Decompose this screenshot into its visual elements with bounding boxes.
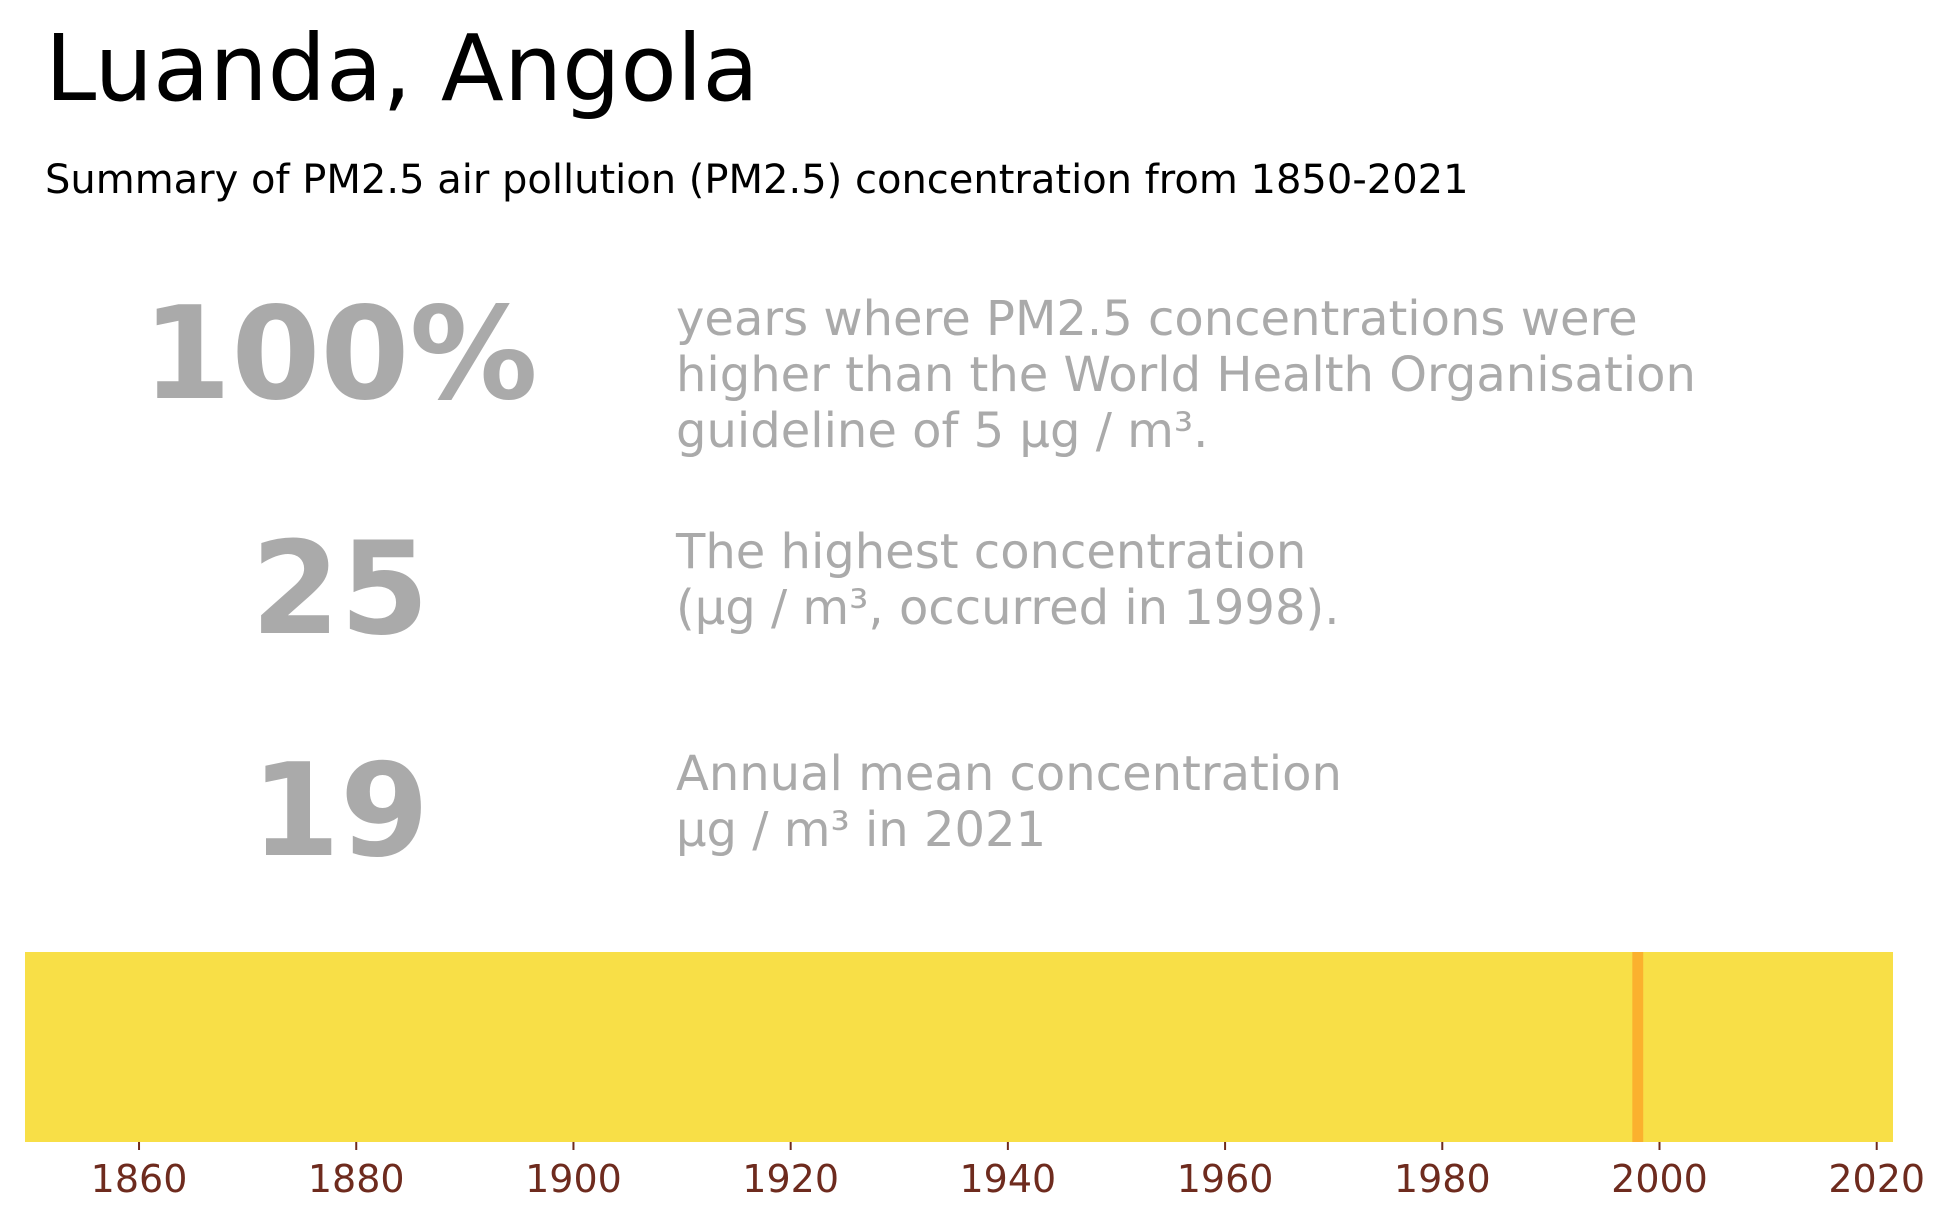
- stat-exceedance-value: 100%: [142, 280, 538, 429]
- stat-annual-mean-value: 19: [250, 737, 430, 886]
- x-axis: 1860 1880 1900 1920 1940 1960 1980 2000 2020: [91, 1142, 1925, 1201]
- x-tick-label: 2020: [1828, 1157, 1925, 1201]
- x-tick-label: 2000: [1611, 1157, 1708, 1201]
- stat-highest-value: 25: [250, 515, 430, 664]
- x-tick-label: 1960: [1177, 1157, 1274, 1201]
- x-tick-label: 1860: [91, 1157, 188, 1201]
- stripe-group: [25, 952, 1893, 1142]
- page-subtitle: Summary of PM2.5 air pollution (PM2.5) c…: [45, 157, 1469, 203]
- stripe-year-1998: [1632, 952, 1644, 1142]
- stat-exceedance-description: years where PM2.5 concentrations were hi…: [676, 291, 1696, 459]
- x-tick-label: 1900: [525, 1157, 622, 1201]
- stripe-base-years: [25, 952, 1893, 1142]
- stat-annual-mean-description: Annual mean concentration μg / m³ in 202…: [676, 746, 1342, 858]
- x-tick-label: 1940: [960, 1157, 1057, 1201]
- x-tick-label: 1920: [742, 1157, 839, 1201]
- x-tick-label: 1880: [308, 1157, 405, 1201]
- page-title: Luanda, Angola: [45, 15, 759, 122]
- x-tick-label: 1980: [1394, 1157, 1491, 1201]
- stat-highest-description: The highest concentration (μg / m³, occu…: [676, 524, 1340, 636]
